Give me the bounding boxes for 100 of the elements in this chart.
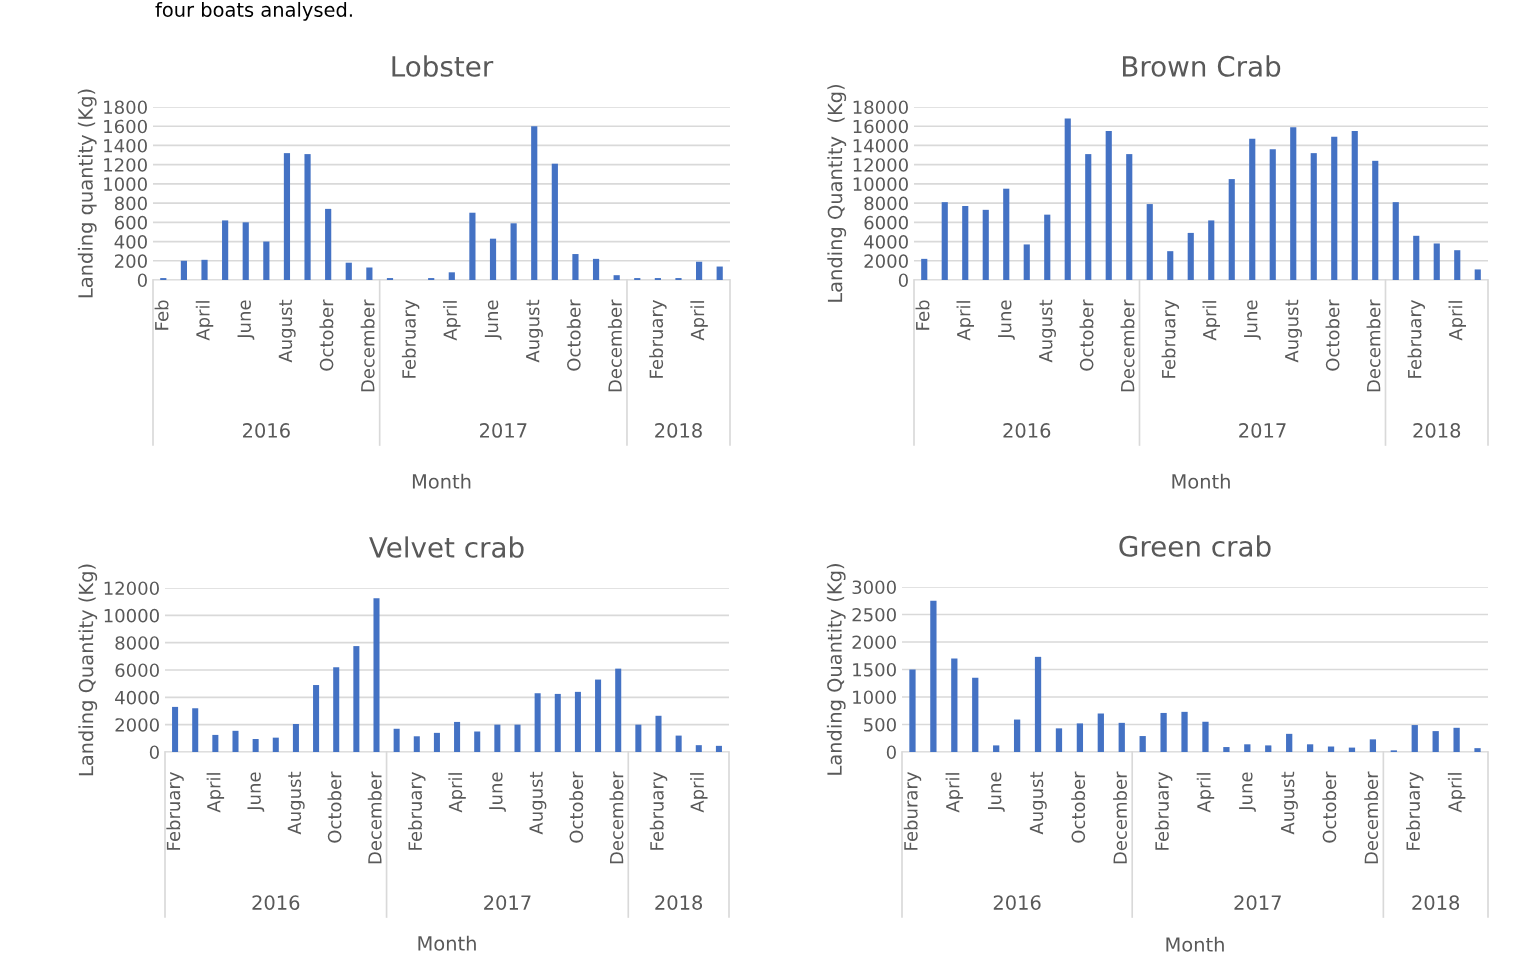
x-tick-label: April [690,773,708,813]
y-tick-label: 6000 [864,215,908,230]
x-tick-label: December [1120,299,1135,392]
bar [325,208,332,280]
y-tick-label: 0 [898,273,908,288]
bar [951,658,958,752]
x-tick-label: February [1161,299,1179,378]
bar [272,737,279,752]
y-tick-label: 200 [115,254,147,268]
x-tick-label: February [649,299,667,378]
bar [1413,235,1420,280]
bar [595,679,602,752]
bar [921,258,928,280]
x-tick-label: February [1407,299,1425,378]
bar [1023,244,1030,280]
bar [592,258,600,280]
x-tick-label: December [367,771,382,864]
bar [1454,250,1461,280]
y-tick-label: 4000 [115,690,159,705]
x-tick-label: October [1079,299,1094,371]
bar [1392,202,1399,280]
x-tick-label: October [1071,771,1086,843]
x-tick-label: April [1196,773,1215,813]
bar [993,745,1000,752]
bar [172,706,179,752]
y-tick-label: 400 [114,235,147,249]
bar [1064,118,1071,280]
bar [1369,739,1377,752]
x-tick-label: October [1322,771,1337,843]
bar [716,266,723,280]
bar [283,153,291,280]
bar [1265,745,1272,752]
bar [1097,713,1104,752]
bar [1372,160,1379,280]
y-tick-label: 8000 [864,196,908,211]
bar [695,745,702,752]
y-tick-label: 8000 [115,636,159,650]
x-tick-label: Feb [154,300,169,330]
bar [1433,243,1440,280]
bar [510,223,517,280]
bar [1003,188,1010,280]
y-tick-label: 1000 [104,177,147,192]
x-tick-label: June [998,300,1015,340]
x-tick-label: December [1113,771,1127,864]
bar [304,154,311,280]
x-tick-label: October [1325,299,1340,371]
bar [313,685,320,752]
bar [1228,179,1235,280]
bar [1244,744,1251,752]
x-tick-label: April [1202,301,1220,341]
y-tick-label: 0 [149,745,159,760]
x-tick-label: April [945,773,964,813]
x-tick-label: April [690,301,708,341]
y-tick-label: 14000 [853,138,908,153]
bar [345,262,352,280]
chart-title: Velvet crab [369,536,524,558]
bar [212,734,219,752]
y-tick-label: 16000 [853,119,908,134]
bar [433,732,440,752]
bar [1290,127,1297,280]
x-tick-label: December [1366,299,1381,392]
y-tick-label: 1500 [853,662,896,677]
x-tick-label: June [489,772,506,812]
x-tick-label: June [988,772,1005,812]
chart-title: Lobster [392,55,494,77]
x-tick-label: August [1039,299,1056,363]
x-tick-label: April [448,773,466,813]
y-axis-title: Landing Quantity (Kg) [78,564,98,776]
bar [489,238,497,280]
bar [1187,232,1194,280]
bar [675,735,682,752]
y-tick-label: 1400 [104,138,147,153]
x-tick-label: December [1364,771,1379,864]
x-axis-title: Month [418,935,476,951]
bar [1310,153,1317,280]
bar [1126,154,1133,280]
bar [393,728,400,752]
x-tick-label: August [278,299,296,363]
bar [696,261,703,280]
y-tick-label: 600 [114,215,147,230]
y-tick-label: 0 [137,273,147,288]
bar [494,724,501,752]
bar [909,669,916,752]
bar [1249,138,1256,280]
y-tick-label: 2000 [852,635,896,650]
bar [1146,204,1153,280]
text: 2018 [1413,423,1461,438]
text: 2017 [480,423,527,438]
bar [1223,747,1230,752]
bar [252,739,259,752]
y-tick-label: 1000 [853,690,896,705]
bar [1055,728,1063,752]
bar [1411,725,1418,752]
bar [1453,727,1460,752]
text: 2016 [243,423,290,438]
bar [1474,748,1481,752]
bar [1085,154,1092,280]
bar [353,646,360,752]
y-tick-label: 2000 [864,254,908,268]
x-tick-label: June [237,300,255,340]
